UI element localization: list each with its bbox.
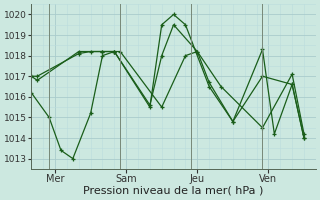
X-axis label: Pression niveau de la mer( hPa ): Pression niveau de la mer( hPa ) — [84, 186, 264, 196]
